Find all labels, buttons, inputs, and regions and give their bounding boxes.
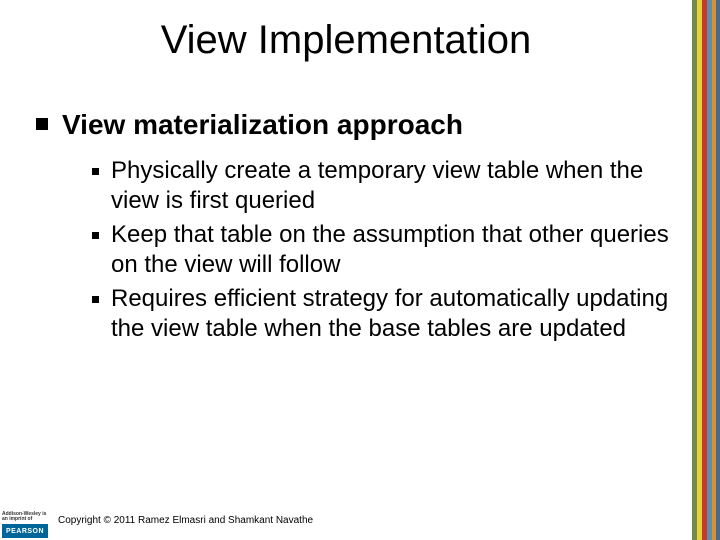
bullet-level1: View materialization approach <box>36 108 676 142</box>
list-item: Physically create a temporary view table… <box>92 156 676 216</box>
square-bullet-icon <box>36 118 48 130</box>
slide-title: View Implementation <box>0 18 692 63</box>
square-bullet-icon <box>92 168 99 175</box>
list-item: Requires efficient strategy for automati… <box>92 284 676 344</box>
slide: View Implementation View materialization… <box>0 0 720 540</box>
copyright-text: Copyright © 2011 Ramez Elmasri and Shamk… <box>58 515 313 526</box>
bullet-level2-list: Physically create a temporary view table… <box>92 156 676 348</box>
logo-tagline: Addison-Wesley is an imprint of <box>2 512 50 522</box>
square-bullet-icon <box>92 232 99 239</box>
publisher-logo: Addison-Wesley is an imprint of PEARSON <box>0 500 50 540</box>
edge-stripes <box>692 0 720 540</box>
square-bullet-icon <box>92 296 99 303</box>
footer: Addison-Wesley is an imprint of PEARSON … <box>0 500 720 540</box>
stripe <box>716 0 720 540</box>
list-item: Keep that table on the assumption that o… <box>92 220 676 280</box>
level2-text: Physically create a temporary view table… <box>111 156 676 216</box>
level2-text: Requires efficient strategy for automati… <box>111 284 676 344</box>
logo-brand: PEARSON <box>2 524 48 538</box>
level1-text: View materialization approach <box>62 108 463 142</box>
level2-text: Keep that table on the assumption that o… <box>111 220 676 280</box>
